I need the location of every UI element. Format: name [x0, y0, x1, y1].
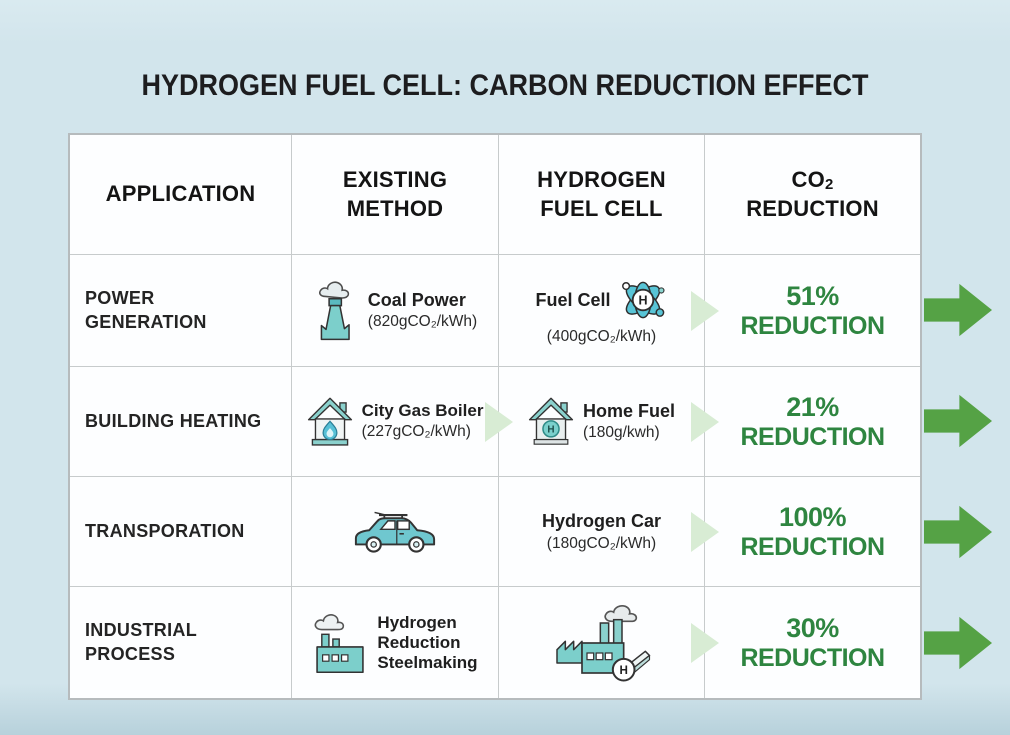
car-icon	[354, 511, 436, 553]
green-arrow-icon	[924, 283, 992, 337]
header-co2-line1: CO2	[792, 166, 834, 194]
reduction-percent: 100%	[778, 502, 847, 533]
reduction-cell-30: 30% REDUCTION	[691, 587, 920, 698]
home-fuel-house-icon: H	[528, 397, 574, 445]
existing-cell-steelmaking: Hydrogen Reduction Steelmaking	[292, 587, 499, 698]
method-name: Hydrogen Reduction Steelmaking	[377, 612, 478, 672]
fuel-cell-row: Fuel Cell H	[535, 275, 667, 325]
method-value: (820gCO₂/kWh)	[367, 313, 478, 331]
application-cell-power-generation: POWER GENERATION	[70, 255, 292, 367]
existing-cell-coal-power: Coal Power (820gCO₂/kWh)	[292, 255, 499, 367]
hydrogen-cell-hydrogen-car: Hydrogen Car (180gCO₂/kWh)	[499, 477, 705, 587]
fade-chevron-icon	[485, 401, 513, 442]
method-name: Coal Power	[367, 289, 466, 310]
application-cell-building-heating: BUILDING HEATING	[70, 367, 292, 477]
method-name: Home Fuel	[582, 400, 675, 421]
comparison-table: APPLICATION EXISTING METHOD HYDROGEN FUE…	[68, 133, 922, 700]
method-text: Home Fuel (180g/kwh)	[583, 400, 675, 444]
existing-cell-city-gas-boiler: City Gas Boiler (227gCO₂/kWh)	[292, 367, 499, 477]
green-arrow-icon	[924, 616, 992, 670]
method-text: Coal Power (820gCO₂/kWh)	[368, 289, 477, 333]
fade-chevron-icon	[691, 622, 719, 663]
h-letter: H	[547, 424, 554, 435]
method-block: City Gas Boiler (227gCO₂/kWh)	[307, 396, 484, 448]
green-arrow-icon	[924, 505, 992, 559]
application-label: INDUSTRIAL PROCESS	[85, 619, 197, 664]
header-co2-reduction: CO2 REDUCTION	[705, 135, 920, 255]
header-application-label: APPLICATION	[105, 181, 256, 207]
page-title: HYDROGEN FUEL CELL: CARBON REDUCTION EFF…	[141, 69, 869, 102]
header-application: APPLICATION	[70, 135, 292, 255]
method-value: (180g/kwh)	[582, 424, 660, 442]
hydrogen-cell-home-fuel: H Home Fuel (180g/kwh)	[485, 367, 705, 477]
header-co2-line2: REDUCTION	[746, 195, 879, 221]
green-arrow-icon	[924, 394, 992, 448]
reduction-percent: 21%	[786, 392, 839, 423]
reduction-cell-51: 51% REDUCTION	[691, 255, 920, 367]
application-cell-transportation: TRANSPORATION	[70, 477, 292, 587]
steel-factory-icon	[315, 613, 365, 673]
method-block: Coal Power (820gCO₂/kWh)	[313, 278, 477, 344]
co2-subscript: 2	[824, 176, 834, 194]
reduction-label: REDUCTION	[740, 532, 885, 561]
method-value: (400gCO₂/kWh)	[546, 328, 657, 345]
header-hydrogen-fuel-cell: HYDROGEN FUEL CELL	[499, 135, 705, 255]
header-existing-method: EXISTING METHOD	[292, 135, 499, 255]
hydrogen-cell-fuel-cell: Fuel Cell H (400gCO₂/kWh)	[499, 255, 705, 367]
co2-base: CO	[791, 167, 825, 193]
method-block: Hydrogen Car (180gCO₂/kWh)	[542, 511, 661, 553]
application-label: BUILDING HEATING	[85, 410, 262, 431]
application-cell-industrial-process: INDUSTRIAL PROCESS	[70, 587, 292, 698]
fade-chevron-icon	[691, 511, 719, 552]
existing-cell-car	[292, 477, 499, 587]
method-name: Fuel Cell	[535, 289, 611, 310]
reduction-label: REDUCTION	[740, 422, 885, 451]
gas-boiler-house-icon	[307, 397, 352, 446]
method-block: Hydrogen Reduction Steelmaking	[312, 609, 478, 677]
reduction-percent: 30%	[786, 613, 839, 644]
fade-chevron-icon	[691, 401, 719, 442]
application-label: TRANSPORATION	[85, 520, 245, 541]
reduction-label: REDUCTION	[740, 643, 885, 672]
reduction-cell-21: 21% REDUCTION	[691, 367, 920, 477]
header-existing-method-label: EXISTING METHOD	[342, 167, 448, 221]
application-label: POWER GENERATION	[85, 287, 207, 332]
smokestack-icon	[318, 281, 350, 340]
hydrogen-cell-hydrogen-factory: H	[499, 587, 705, 698]
header-hydrogen-fuel-cell-label: HYDROGEN FUEL CELL	[537, 167, 666, 221]
method-value: (227gCO₂/kWh)	[361, 423, 471, 441]
hydrogen-factory-icon: H	[555, 604, 650, 681]
method-name: City Gas Boiler	[361, 401, 484, 421]
method-block: Fuel Cell H (400gCO₂/kWh)	[535, 275, 667, 346]
h-letter: H	[619, 663, 627, 676]
method-text: City Gas Boiler (227gCO₂/kWh)	[362, 400, 484, 442]
reduction-percent: 51%	[786, 281, 839, 312]
method-name: Hydrogen Car	[541, 510, 662, 531]
method-value: (180gCO₂/kWh)	[546, 534, 657, 552]
fade-chevron-icon	[691, 290, 719, 331]
reduction-cell-100: 100% REDUCTION	[691, 477, 920, 587]
reduction-label: REDUCTION	[740, 311, 885, 340]
method-block: H Home Fuel (180g/kwh)	[528, 396, 675, 448]
atom-h-icon: H	[621, 281, 665, 319]
h-letter: H	[638, 293, 647, 307]
